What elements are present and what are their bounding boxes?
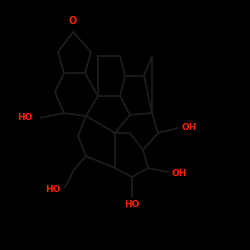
Text: O: O bbox=[69, 16, 77, 26]
Text: OH: OH bbox=[182, 122, 198, 132]
Text: HO: HO bbox=[44, 186, 60, 194]
Text: HO: HO bbox=[18, 114, 33, 122]
Text: HO: HO bbox=[124, 200, 140, 209]
Text: OH: OH bbox=[172, 168, 188, 177]
